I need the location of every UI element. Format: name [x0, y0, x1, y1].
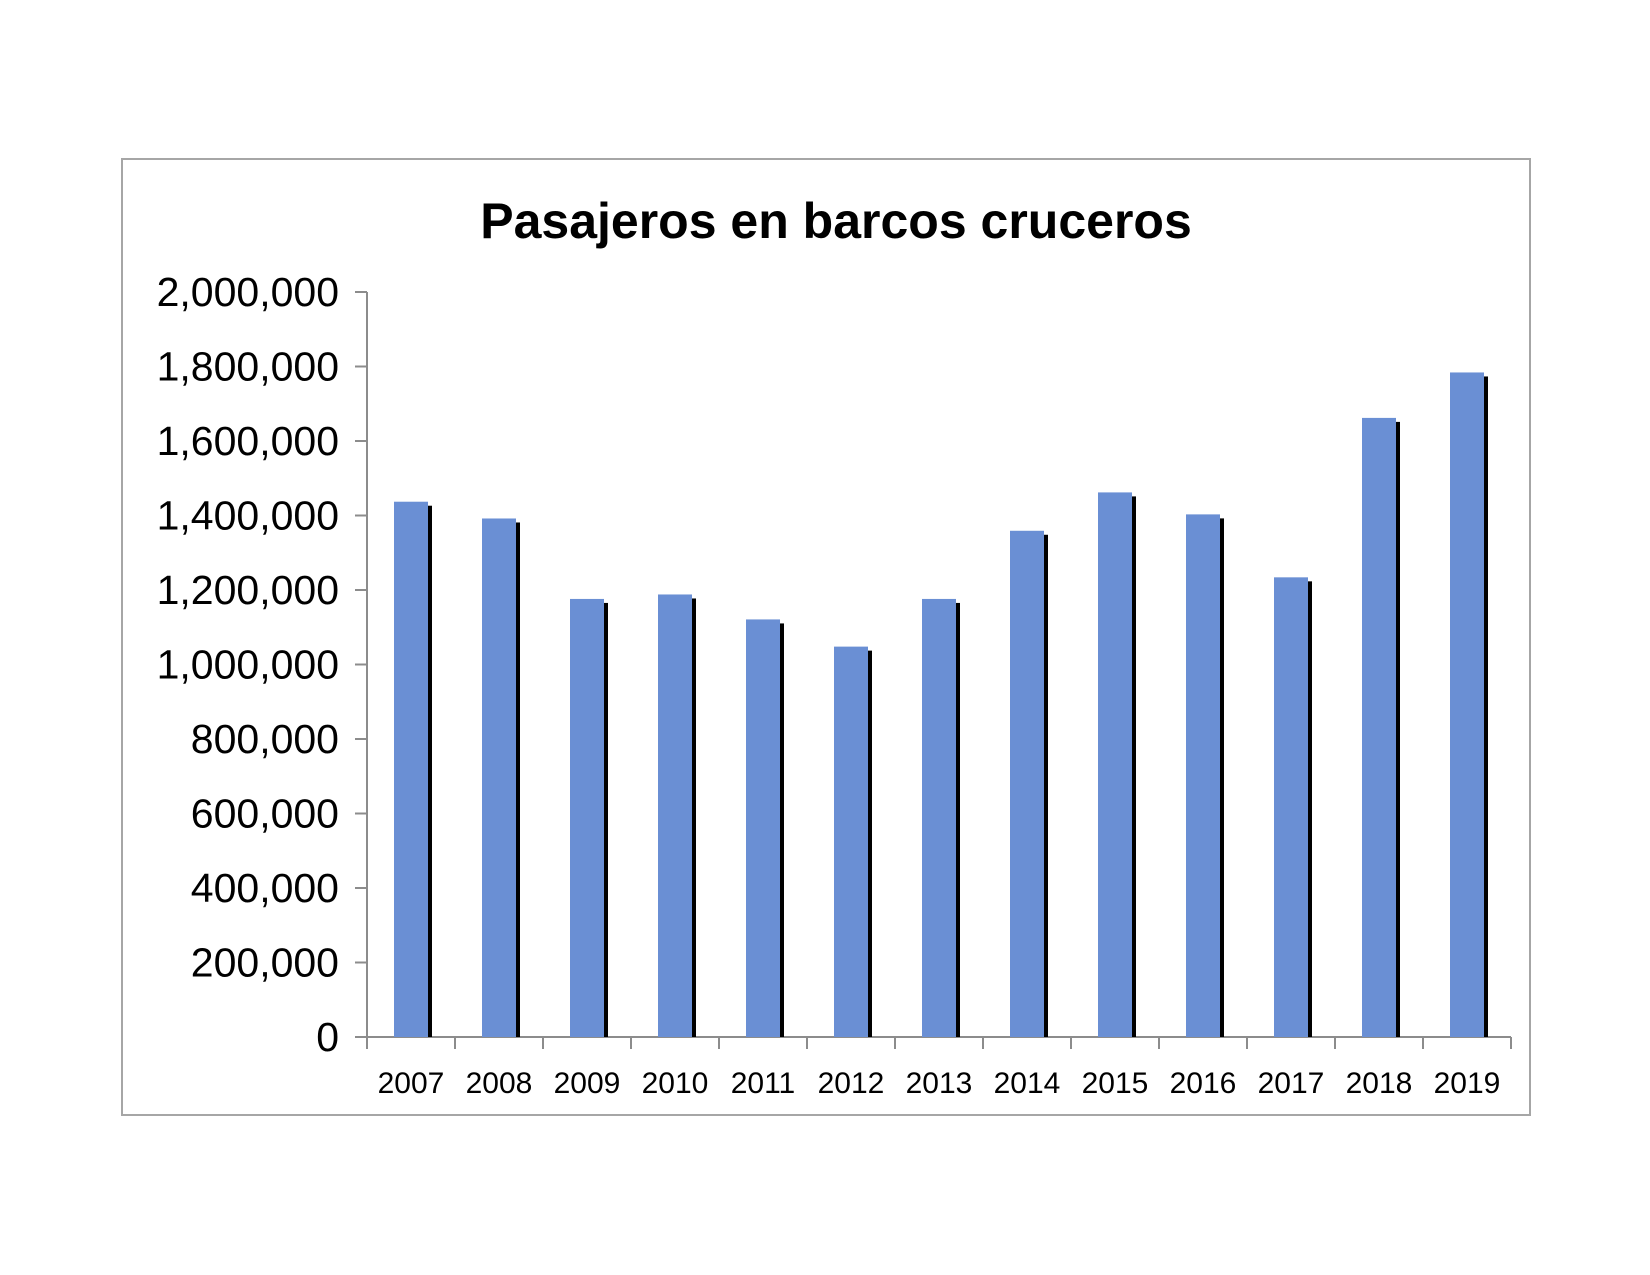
y-tick-label: 200,000: [191, 940, 339, 986]
chart-frame: Pasajeros en barcos cruceros 0 200,000 400…: [121, 158, 1531, 1116]
y-tick-label: 1,800,000: [157, 344, 339, 390]
bar: [1362, 417, 1396, 1037]
x-tick-label: 2018: [1346, 1067, 1413, 1100]
x-tick-label: 2007: [378, 1067, 445, 1100]
bar: [922, 598, 956, 1037]
bar: [482, 518, 516, 1037]
chart-title: Pasajeros en barcos cruceros: [480, 193, 1192, 249]
x-tick-label: 2016: [1170, 1067, 1237, 1100]
bar: [1010, 530, 1044, 1037]
y-tick-label: 0: [316, 1014, 339, 1060]
x-tick-label: 2019: [1434, 1067, 1501, 1100]
y-tick-label: 1,600,000: [157, 418, 339, 464]
y-tick-label: 1,400,000: [157, 493, 339, 539]
y-tick-label: 400,000: [191, 865, 339, 911]
x-tick-label: 2017: [1258, 1067, 1325, 1100]
x-tick-label: 2011: [731, 1067, 796, 1100]
bar: [746, 619, 780, 1037]
bar: [1450, 372, 1484, 1037]
x-tick-label: 2013: [906, 1067, 973, 1100]
y-tick-label: 2,000,000: [157, 269, 339, 315]
x-tick-label: 2014: [994, 1067, 1061, 1100]
bar: [658, 594, 692, 1037]
y-tick-label: 600,000: [191, 791, 339, 837]
y-tick-label: 1,000,000: [157, 642, 339, 688]
bar: [570, 598, 604, 1037]
axes: [355, 291, 1512, 1049]
bar: [1186, 514, 1220, 1037]
x-tick-label: 2012: [818, 1067, 885, 1100]
bar: [1274, 577, 1308, 1037]
bar: [834, 646, 868, 1037]
bar: [394, 501, 428, 1037]
x-tick-label: 2009: [554, 1067, 621, 1100]
y-tick-label: 800,000: [191, 716, 339, 762]
x-tick-labels: 2007 2008 2009 2010 2011 2012 2013 2014 2015 2016…: [378, 1067, 1501, 1100]
x-tick-label: 2015: [1082, 1067, 1149, 1100]
bars: [394, 372, 1488, 1037]
bar: [1098, 492, 1132, 1037]
bar-chart: Pasajeros en barcos cruceros 0 200,000 400…: [157, 193, 1512, 1100]
x-tick-label: 2008: [466, 1067, 533, 1100]
y-tick-label: 1,200,000: [157, 567, 339, 613]
y-tick-labels: 0 200,000 400,000 600,000 800,000 1,000,000 1,…: [157, 269, 339, 1060]
x-tick-label: 2010: [642, 1067, 709, 1100]
